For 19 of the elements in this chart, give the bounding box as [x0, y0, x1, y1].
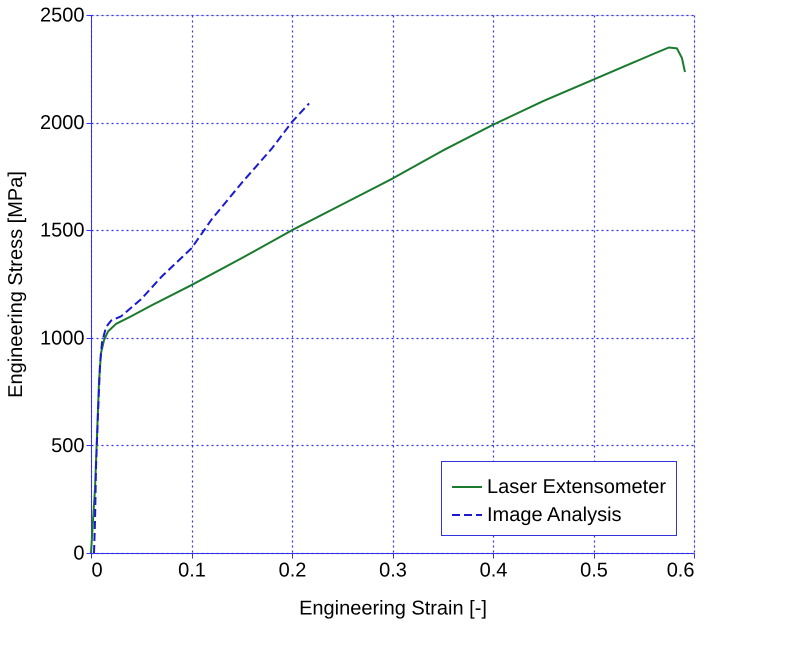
line-series [93, 102, 310, 554]
y-tick-label: 1500 [40, 220, 84, 242]
x-axis-title: Engineering Strain [-] [299, 598, 487, 620]
x-tick-label: 0.1 [178, 560, 206, 582]
legend-label: Laser Extensometer [487, 476, 666, 498]
x-tick-label: 0.4 [480, 560, 508, 582]
x-tick-label: 0 [92, 560, 103, 582]
y-tick-label: 500 [51, 434, 84, 457]
legend-label: Image Analysis [487, 504, 622, 526]
y-tick-label: 1000 [40, 327, 84, 350]
x-tick-label: 0.3 [379, 560, 407, 582]
x-tick-label: 0.6 [666, 560, 694, 582]
line-series [90, 46, 686, 554]
y-tick-label: 2000 [40, 112, 84, 134]
y-tick-label: 0 [73, 542, 84, 564]
x-tick-label: 0.5 [580, 560, 608, 582]
y-tick-label: 2500 [40, 4, 84, 26]
x-tick-label: 0.2 [278, 560, 306, 582]
y-axis-title: Engineering Stress [MPa] [5, 171, 28, 398]
